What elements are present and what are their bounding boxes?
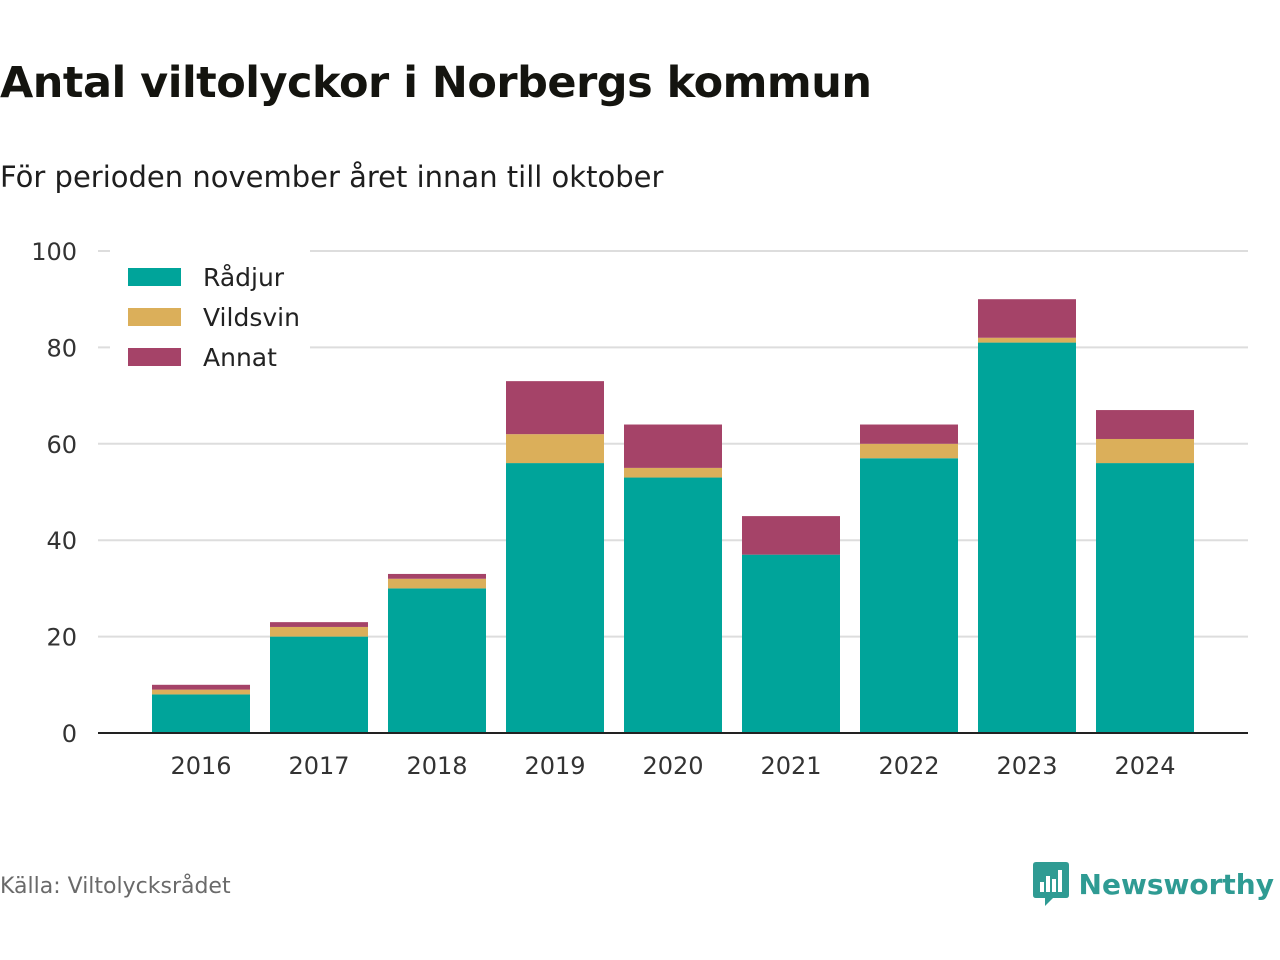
bar-2024-radjur xyxy=(1096,463,1194,733)
legend-label-radjur: Rådjur xyxy=(203,262,285,292)
bar-2018-annat xyxy=(388,573,486,579)
bar-chart-speech-bubble-icon xyxy=(1032,862,1069,906)
bar-2020-radjur xyxy=(624,477,722,733)
bar-2020-vildsvin xyxy=(624,467,722,478)
bar-2017-annat xyxy=(270,622,368,627)
y-tick-label-20: 20 xyxy=(46,624,77,652)
bar-2018-vildsvin xyxy=(388,578,486,589)
x-axis-tick-labels: 2016 2017 2018 2019 2020 2021 2022 2023 2024 xyxy=(170,752,1175,780)
bar-2016-annat xyxy=(152,684,250,690)
legend-label-annat: Annat xyxy=(203,342,277,372)
bar-2020-annat xyxy=(624,424,722,468)
source-note: Källa: Viltolycksrådet xyxy=(0,874,231,899)
y-tick-label-40: 40 xyxy=(46,527,77,555)
bar-2023-radjur xyxy=(978,342,1076,733)
bar-2022-annat xyxy=(860,424,958,444)
legend-item-annat: Annat xyxy=(128,342,277,372)
legend-label-vildsvin: Vildsvin xyxy=(203,302,300,332)
bar-2021-radjur xyxy=(742,554,840,733)
x-tick-label-2023: 2023 xyxy=(996,752,1057,780)
x-tick-label-2016: 2016 xyxy=(170,752,231,780)
chart-title: Antal viltolyckor i Norbergs kommun xyxy=(0,58,872,108)
brand-logo[interactable]: Newsworthy xyxy=(1032,862,1274,906)
bar-2016-radjur xyxy=(152,694,250,733)
brand-name: Newsworthy xyxy=(1078,867,1274,901)
bar-2019-radjur xyxy=(506,463,604,733)
bar-2019-annat xyxy=(506,381,604,435)
bar-2024-vildsvin xyxy=(1096,438,1194,464)
bar-2023-annat xyxy=(978,299,1076,338)
bar-2022-vildsvin xyxy=(860,443,958,459)
bar-2017-vildsvin xyxy=(270,626,368,637)
legend-swatch-annat xyxy=(128,348,181,366)
legend-item-vildsvin: Vildsvin xyxy=(128,302,300,332)
x-tick-label-2018: 2018 xyxy=(406,752,467,780)
bar-2016-vildsvin xyxy=(152,689,250,695)
bar-2021-annat xyxy=(742,516,840,555)
y-tick-label-80: 80 xyxy=(46,334,77,362)
bar-2018-radjur xyxy=(388,588,486,733)
x-tick-label-2024: 2024 xyxy=(1114,752,1175,780)
x-tick-label-2021: 2021 xyxy=(760,752,821,780)
bar-2024-annat xyxy=(1096,410,1194,439)
x-tick-label-2019: 2019 xyxy=(524,752,585,780)
legend-swatch-vildsvin xyxy=(128,308,181,326)
y-tick-label-100: 100 xyxy=(31,238,77,266)
bar-2017-radjur xyxy=(270,636,368,733)
x-tick-label-2020: 2020 xyxy=(642,752,703,780)
bar-2023-vildsvin xyxy=(978,337,1076,343)
bars xyxy=(152,299,1194,733)
x-tick-label-2022: 2022 xyxy=(878,752,939,780)
legend-swatch-radjur xyxy=(128,268,181,286)
chart-subtitle: För perioden november året innan till ok… xyxy=(0,160,664,194)
bar-2019-vildsvin xyxy=(506,434,604,464)
y-tick-label-0: 0 xyxy=(62,720,77,748)
legend-item-radjur: Rådjur xyxy=(128,262,284,292)
bar-2022-radjur xyxy=(860,458,958,733)
legend: Rådjur Vildsvin Annat xyxy=(110,250,310,374)
x-tick-label-2017: 2017 xyxy=(288,752,349,780)
y-tick-label-60: 60 xyxy=(46,431,77,459)
y-axis-tick-labels: 0 20 40 60 80 100 xyxy=(31,238,77,748)
